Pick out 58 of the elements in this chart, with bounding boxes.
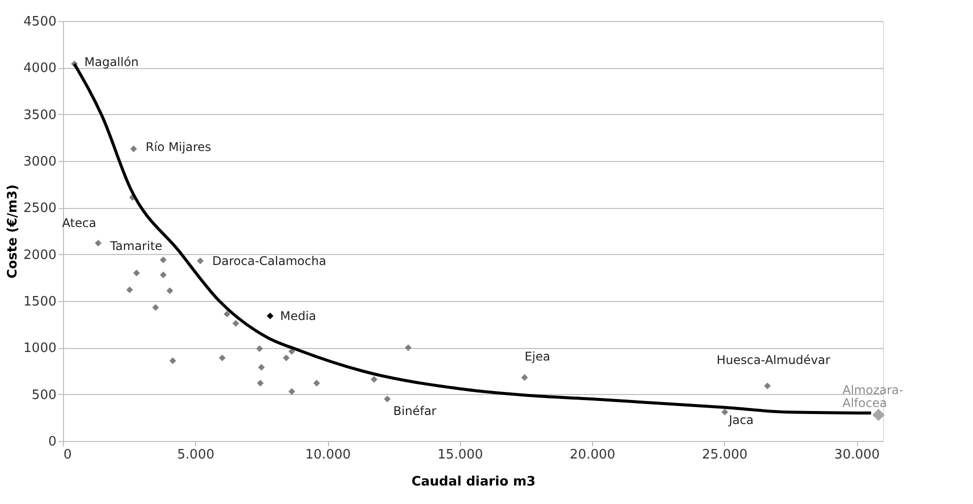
x-tick-label: 10.000	[305, 448, 351, 462]
point	[764, 382, 771, 390]
y-tick-label: 3000	[23, 154, 56, 170]
point	[160, 272, 167, 278]
point	[224, 310, 230, 318]
point	[404, 344, 412, 352]
point	[370, 376, 378, 383]
y-tick-label: 0	[48, 434, 56, 450]
x-tick-label: 25.000	[702, 448, 748, 462]
point	[232, 320, 240, 327]
point	[130, 146, 137, 152]
point	[166, 287, 174, 294]
point	[169, 357, 176, 364]
point	[152, 304, 159, 311]
point	[288, 388, 296, 395]
y-tick-label: 2500	[23, 201, 56, 216]
point	[196, 258, 204, 264]
point	[133, 270, 140, 276]
point	[126, 286, 134, 294]
annotation: Jaca	[728, 413, 754, 428]
y-tick-label: 4000	[23, 61, 56, 76]
x-tick-label: 30.000	[834, 448, 880, 462]
point	[256, 345, 263, 352]
y-tick-label: 3500	[23, 108, 56, 123]
point	[256, 380, 264, 386]
annotation: Media	[280, 308, 316, 323]
point	[384, 396, 391, 402]
annotation: Huesca-Almudévar	[716, 352, 830, 367]
annotation: Magallón	[84, 54, 139, 69]
x-tick-label: 5.000	[177, 448, 214, 462]
point	[872, 408, 885, 421]
point	[218, 354, 226, 362]
y-tick-label: 500	[32, 388, 56, 403]
point	[258, 364, 265, 371]
x-tick-label: 15.000	[438, 448, 484, 462]
point	[721, 408, 728, 416]
point	[160, 256, 167, 264]
x-tick-label: 0	[64, 448, 72, 462]
point	[282, 354, 290, 362]
y-tick-label: 1000	[23, 341, 56, 356]
annotation: Binéfar	[393, 404, 436, 418]
point	[266, 312, 274, 320]
x-tick-label: 20.000	[570, 448, 616, 462]
point	[313, 380, 320, 386]
annotation: Tamarite	[109, 239, 162, 254]
y-axis-title: Coste (€/m3)	[5, 184, 20, 279]
annotation: Ateca	[62, 216, 96, 230]
y-tick-label: 2000	[23, 248, 56, 263]
point	[521, 374, 528, 381]
annotation: Daroca-Calamocha	[212, 254, 326, 268]
annotation: Ejea	[524, 350, 550, 364]
y-tick-label: 4500	[23, 14, 56, 30]
annotation: Río Mijares	[146, 140, 212, 154]
point	[288, 348, 296, 355]
y-tick-label: 1500	[23, 294, 56, 310]
annotation: Almozara-Alfocea	[842, 382, 904, 410]
point	[94, 240, 102, 246]
x-axis-title: Caudal diario m3	[411, 474, 536, 490]
